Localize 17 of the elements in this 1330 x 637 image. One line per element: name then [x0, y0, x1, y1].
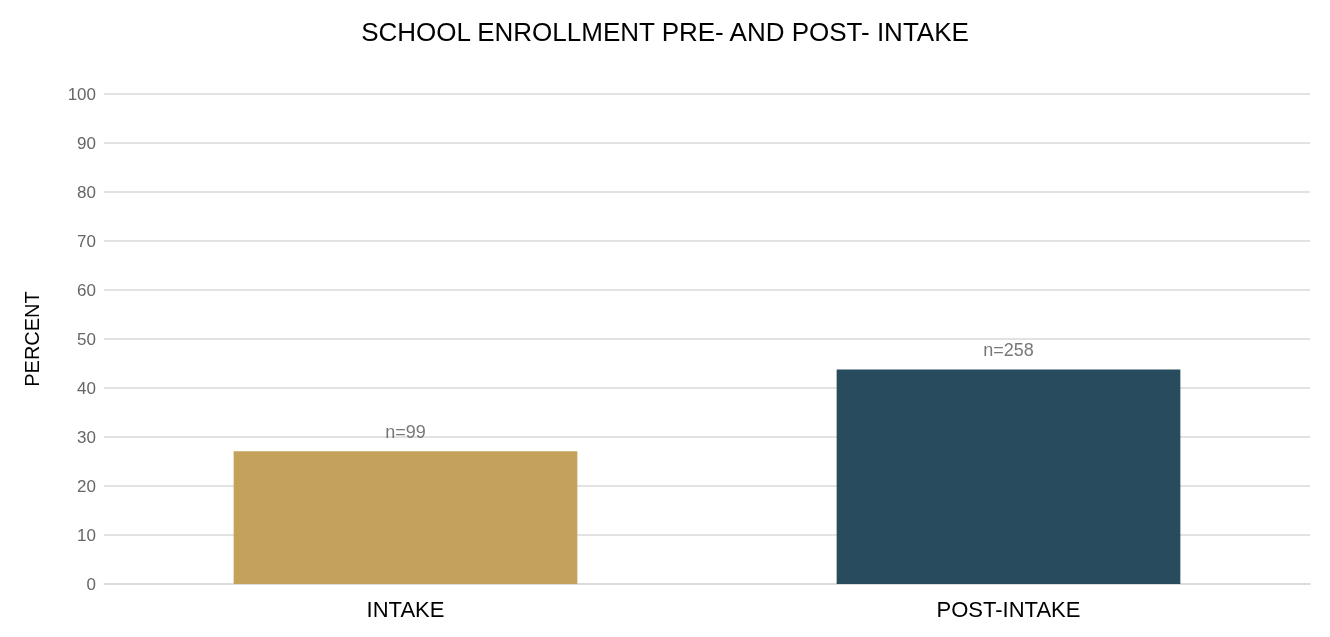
y-tick-label: 100	[67, 84, 96, 104]
y-tick-label: 30	[77, 427, 96, 447]
y-tick-label: 90	[77, 133, 96, 153]
y-tick-label: 40	[77, 378, 96, 398]
y-tick-label: 80	[77, 182, 96, 202]
y-axis-title: PERCENT	[21, 291, 43, 387]
annotation: n=258	[983, 340, 1034, 361]
y-tick-label: 50	[77, 329, 96, 349]
y-tick-label: 60	[77, 280, 96, 300]
y-tick-label: 0	[86, 574, 96, 594]
x-tick-label: POST-INTAKE	[936, 596, 1081, 622]
y-tick-label: 70	[77, 231, 96, 251]
x-tick-label: INTAKE	[366, 596, 445, 622]
annotation: n=99	[385, 422, 426, 443]
y-tick-label: 20	[77, 476, 96, 496]
chart-title: SCHOOL ENROLLMENT PRE- AND POST- INTAKE	[361, 17, 969, 47]
y-tick-label: 10	[77, 525, 96, 545]
